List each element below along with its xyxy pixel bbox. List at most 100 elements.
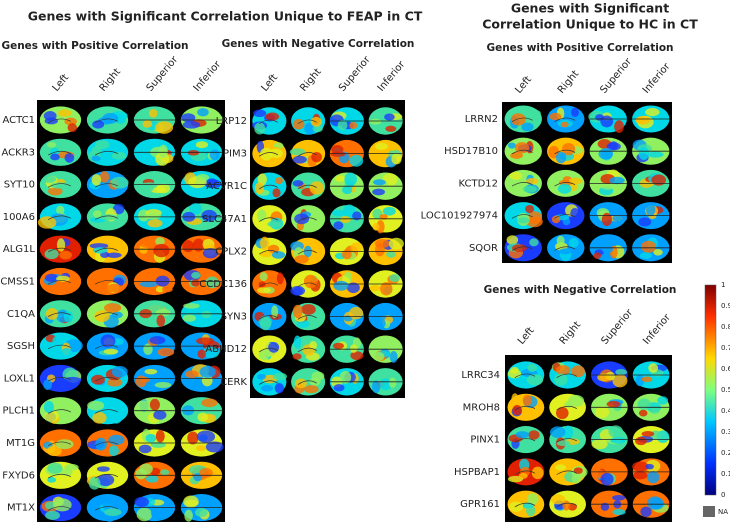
brain-patch bbox=[91, 155, 101, 162]
view-label: Superior bbox=[598, 56, 634, 96]
title: Genes with Significant Correlation Uniqu… bbox=[28, 9, 423, 24]
brain-patch bbox=[91, 174, 102, 186]
brain-patch bbox=[259, 316, 272, 331]
brain-patch bbox=[47, 141, 57, 148]
brain-patch bbox=[554, 373, 568, 386]
sulcus bbox=[47, 183, 72, 188]
brain-patch bbox=[550, 426, 566, 438]
brain-patch bbox=[267, 244, 280, 254]
brain-patch bbox=[344, 172, 357, 187]
brain-patch bbox=[182, 120, 201, 129]
sulcus bbox=[554, 149, 576, 155]
brain-patch bbox=[506, 235, 519, 245]
gene-label: 100A6 bbox=[3, 212, 35, 223]
brain-patch bbox=[292, 304, 303, 319]
brain-patch bbox=[153, 410, 167, 420]
brain-patch bbox=[639, 252, 652, 259]
sulcus bbox=[514, 438, 536, 443]
brain-patch bbox=[600, 502, 610, 511]
sulcus bbox=[47, 312, 72, 317]
brain-patch bbox=[44, 248, 59, 260]
gene-label: MT1X bbox=[7, 503, 35, 514]
brain-patch bbox=[311, 151, 322, 163]
brain-patch bbox=[44, 273, 59, 282]
brain-patch bbox=[37, 216, 57, 229]
brain-patch bbox=[518, 473, 528, 479]
panel-subtitle: Genes with Positive Correlation bbox=[1, 40, 188, 52]
sulcus bbox=[258, 152, 279, 157]
sulcus bbox=[258, 380, 279, 385]
brain-patch bbox=[202, 346, 220, 359]
brain-patch bbox=[150, 507, 160, 519]
brain-patch bbox=[156, 183, 171, 194]
brain-patch bbox=[199, 467, 213, 478]
brain-patch bbox=[635, 117, 646, 124]
brain-patch bbox=[56, 205, 65, 215]
brain-patch bbox=[67, 123, 78, 133]
brain-patch bbox=[292, 119, 305, 130]
brain-patch bbox=[106, 283, 123, 293]
gene-label: KCTD12 bbox=[458, 178, 498, 189]
brain-patch bbox=[48, 186, 63, 196]
brain-patch bbox=[260, 236, 270, 251]
gene-label: ABHD12 bbox=[205, 344, 247, 355]
colorbar-tick-label: 0.8 bbox=[721, 323, 730, 331]
na-label: NA bbox=[718, 508, 728, 516]
brain-patch bbox=[612, 509, 626, 516]
sulcus bbox=[511, 214, 533, 219]
brain-patch bbox=[274, 382, 285, 394]
sulcus bbox=[554, 246, 576, 251]
brain-patch bbox=[645, 463, 654, 470]
sulcus bbox=[47, 441, 72, 447]
brain-patch bbox=[271, 305, 279, 319]
brain-patch bbox=[265, 112, 280, 121]
brain-patch bbox=[185, 370, 199, 378]
brain-patch bbox=[136, 507, 153, 522]
colorbar-tick-label: 1 bbox=[721, 281, 725, 289]
sulcus bbox=[94, 409, 119, 414]
brain-patch bbox=[199, 366, 216, 378]
brain-patch bbox=[651, 174, 667, 186]
brain-patch bbox=[196, 337, 215, 345]
sulcus bbox=[297, 282, 317, 288]
brain-patch bbox=[600, 115, 614, 128]
sulcus bbox=[556, 373, 577, 379]
brain-patch bbox=[157, 347, 175, 357]
brain-patch bbox=[53, 498, 72, 512]
brain-patch bbox=[377, 318, 386, 329]
brain-patch bbox=[46, 445, 62, 457]
sulcus bbox=[511, 117, 533, 123]
brain-patch bbox=[515, 431, 530, 439]
brain-patch bbox=[645, 107, 660, 117]
colorbar-tick-label: 0.4 bbox=[721, 407, 730, 415]
brain-patch bbox=[256, 209, 267, 222]
brain-patch bbox=[649, 407, 660, 414]
brain-patch bbox=[96, 466, 110, 472]
brain-patch bbox=[595, 406, 610, 419]
sulcus bbox=[554, 182, 576, 187]
sulcus bbox=[511, 149, 533, 155]
brain-patch bbox=[272, 188, 281, 198]
brain-patch bbox=[155, 275, 170, 287]
brain-patch bbox=[45, 510, 60, 521]
brain-patch bbox=[153, 243, 170, 258]
brain-patch bbox=[158, 144, 168, 158]
brain-patch bbox=[56, 238, 66, 252]
brain-patch bbox=[102, 497, 113, 511]
brain-patch bbox=[107, 378, 123, 387]
gene-label: LRRC34 bbox=[461, 370, 500, 381]
sulcus bbox=[94, 312, 119, 317]
brain-patch bbox=[555, 365, 571, 376]
brain-patch bbox=[573, 467, 583, 474]
brain-patch bbox=[640, 506, 652, 517]
brain-patch bbox=[638, 146, 650, 160]
brain-patch bbox=[598, 148, 614, 160]
title: Genes with Significant bbox=[511, 1, 669, 16]
gene-label: LOC101927974 bbox=[421, 211, 498, 222]
brain-patch bbox=[63, 311, 74, 323]
brain-patch bbox=[527, 363, 537, 372]
brain-patch bbox=[382, 206, 396, 216]
brain-patch bbox=[350, 344, 358, 353]
brain-patch bbox=[60, 348, 73, 358]
gene-label: SQOR bbox=[469, 243, 498, 254]
